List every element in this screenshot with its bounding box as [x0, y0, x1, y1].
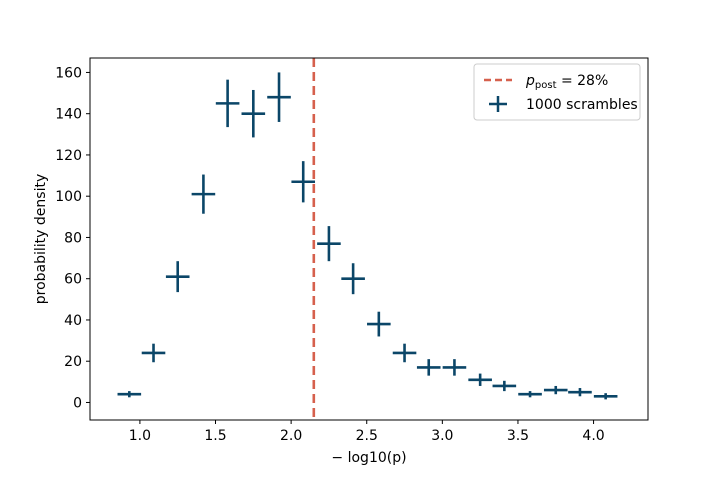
x-tick-label: 1.5 [204, 428, 226, 444]
y-tick-label: 140 [55, 107, 82, 123]
x-tick-label: 2.0 [280, 428, 302, 444]
data-point [141, 343, 166, 363]
axes-layer: 1.0 1.5 2.0 2.5 3.0 3.5 4.0 0 20 40 60 80 100 120 140 1… [55, 57, 649, 444]
y-tick-label: 0 [73, 395, 82, 411]
data-point [215, 79, 240, 128]
legend-ref-rest: = 28% [557, 73, 609, 89]
legend-ref-sub: post [535, 80, 557, 91]
plot-frame [89, 57, 649, 421]
x-tick-label: 3.5 [507, 428, 529, 444]
data-point [165, 261, 190, 293]
x-axis-label: − log10(p) [331, 450, 406, 466]
data-point [392, 343, 417, 363]
y-tick-label: 160 [55, 65, 82, 81]
data-point [191, 174, 216, 214]
legend: ppost = 28% 1000 scrambles [473, 63, 641, 121]
data-point [367, 311, 391, 337]
data-point [543, 385, 568, 395]
data-point [492, 380, 517, 392]
data-point [341, 263, 365, 295]
y-tick-label: 100 [55, 189, 82, 205]
x-tick-label: 4.0 [582, 428, 604, 444]
data-point [593, 393, 618, 400]
data-point [267, 72, 291, 122]
x-tick-label: 3.0 [431, 428, 453, 444]
y-tick-label: 20 [64, 354, 82, 370]
data-point [442, 359, 467, 376]
legend-series-label: 1000 scrambles [526, 97, 638, 113]
x-tick-label: 1.0 [129, 428, 151, 444]
y-tick-label: 120 [55, 148, 82, 164]
data-point [468, 373, 492, 386]
data-point [241, 89, 266, 138]
data-point [416, 359, 441, 376]
x-tick-label: 2.5 [356, 428, 378, 444]
legend-ref-p: p [525, 73, 535, 89]
legend-box [473, 63, 641, 121]
marks-layer [117, 58, 618, 420]
data-point [317, 226, 341, 262]
y-tick-label: 40 [64, 313, 82, 329]
legend-series-swatch [489, 96, 507, 112]
y-axis-label: probability density [33, 174, 49, 304]
data-point [568, 388, 592, 397]
y-tick-label: 80 [64, 230, 82, 246]
data-point [291, 161, 316, 203]
legend-ref-label: ppost = 28% [525, 73, 608, 91]
data-point [518, 391, 542, 398]
y-tick-label: 60 [64, 272, 82, 288]
data-point [117, 391, 142, 398]
